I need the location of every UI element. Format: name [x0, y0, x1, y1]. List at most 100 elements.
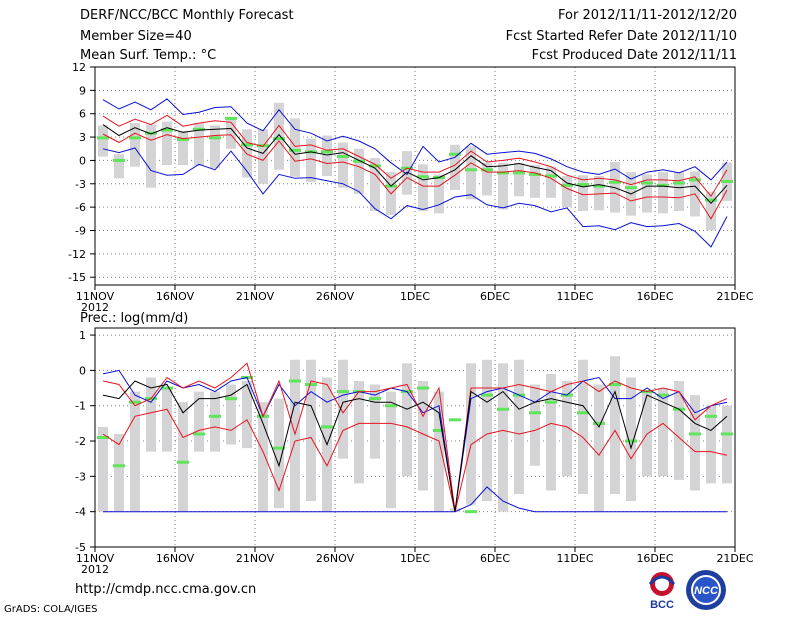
temp-median-mark-29 — [561, 183, 573, 187]
temp-range-box-2 — [130, 123, 140, 167]
prec-median-mark-35 — [657, 393, 669, 397]
temp-median-mark-11 — [273, 137, 285, 141]
temp-median-mark-14 — [321, 150, 333, 154]
prec-range-box-24 — [482, 359, 492, 502]
prec-median-mark-24 — [481, 393, 493, 397]
prec-median-mark-0 — [97, 436, 109, 439]
prec-variable-label: Prec.: log(mm/d) — [80, 311, 188, 326]
prec-range-box-27 — [530, 384, 540, 466]
temp-upper-line — [102, 114, 728, 198]
prec-median-mark-21 — [433, 428, 445, 432]
prec-median-mark-12 — [289, 379, 301, 383]
temp-range-box-17 — [370, 158, 380, 212]
prec-median-mark-4 — [161, 386, 173, 390]
source-url-link[interactable]: http://cmdp.ncc.cma.gov.cn — [75, 582, 257, 597]
temp-range-box-4 — [162, 121, 172, 166]
prec-ytick-label-6: -5 — [75, 541, 86, 554]
temp-range-box-8 — [226, 117, 236, 149]
temp-range-box-27 — [530, 165, 540, 198]
temp-ytick-label-6: -6 — [75, 201, 86, 214]
prec-range-box-12 — [290, 359, 300, 512]
prec-median-mark-2 — [129, 400, 141, 404]
prec-max-line — [102, 369, 728, 512]
grads-credit: GrADS: COLA/IGES — [4, 604, 98, 615]
temp-median-mark-16 — [353, 159, 365, 163]
prec-range-box-31 — [594, 384, 604, 512]
prec-median-mark-37 — [689, 432, 701, 436]
temp-ytick-label-4: 0 — [79, 154, 86, 167]
temp-median-mark-9 — [241, 143, 253, 147]
ncc-logo: NCC — [684, 568, 728, 612]
prec-median-mark-7 — [209, 414, 221, 418]
temp-xtick-label-0: 11NOV — [76, 290, 115, 303]
temp-median-mark-31 — [593, 184, 605, 188]
prec-range-box-1 — [114, 433, 124, 512]
prec-xtick-label-0: 11NOV — [76, 552, 115, 565]
temp-median-mark-12 — [289, 148, 301, 152]
temp-median-mark-38 — [705, 198, 717, 202]
prec-xtick-label-7: 16DEC — [636, 552, 673, 565]
prec-median-mark-25 — [497, 407, 509, 411]
prec-xtick-label-2: 21NOV — [236, 552, 275, 565]
temp-range-box-19 — [402, 151, 412, 195]
prec-xtick-label-1: 16NOV — [156, 552, 195, 565]
prec-range-box-29 — [562, 380, 572, 477]
prec-ytick-label-4: -3 — [75, 470, 86, 483]
prec-range-box-33 — [626, 377, 636, 502]
prec-median-mark-27 — [529, 411, 541, 415]
temp-median-mark-35 — [657, 183, 669, 187]
temp-range-box-7 — [210, 125, 220, 169]
prec-range-box-17 — [370, 384, 380, 459]
chart-title: DERF/NCC/BCC Monthly Forecast — [80, 8, 294, 23]
prec-range-box-6 — [194, 391, 204, 452]
prec-median-mark-28 — [545, 400, 557, 404]
temp-range-box-13 — [306, 138, 316, 183]
prec-range-box-0 — [98, 426, 108, 512]
prec-median-mark-20 — [417, 386, 429, 390]
prec-median-mark-8 — [225, 397, 237, 401]
temp-median-mark-1 — [113, 158, 125, 162]
prec-ytick-label-2: -1 — [75, 400, 86, 413]
temp-ytick-label-2: 6 — [79, 108, 86, 121]
temp-range-box-16 — [354, 148, 364, 194]
temp-range-box-35 — [658, 172, 668, 214]
temp-range-box-1 — [114, 154, 124, 179]
temp-range-box-29 — [562, 176, 572, 208]
temp-range-box-14 — [322, 135, 332, 176]
temp-ytick-label-3: 3 — [79, 131, 86, 144]
prec-range-box-3 — [146, 377, 156, 452]
prec-median-mark-38 — [705, 414, 717, 418]
temp-range-box-11 — [274, 102, 284, 170]
temp-median-mark-32 — [609, 180, 621, 184]
prec-ytick-label-0: 1 — [79, 329, 86, 342]
prec-median-mark-18 — [385, 404, 397, 408]
temp-range-box-12 — [290, 118, 300, 177]
temp-range-box-23 — [466, 146, 476, 200]
temp-median-mark-4 — [161, 128, 173, 132]
prec-min-line — [103, 486, 727, 513]
prec-range-box-32 — [610, 356, 620, 495]
temp-lower-line — [102, 132, 728, 220]
temp-range-box-36 — [674, 172, 684, 212]
temp-range-box-6 — [194, 123, 204, 166]
temp-median-mark-30 — [577, 183, 589, 187]
temp-range-box-24 — [482, 162, 492, 196]
prec-median-mark-22 — [449, 418, 461, 422]
prec-range-box-13 — [306, 359, 316, 502]
prec-ytick-label-1: 0 — [79, 364, 86, 377]
temp-ytick-label-5: -3 — [75, 178, 86, 191]
prec-range-box-15 — [338, 359, 348, 459]
prec-range-box-19 — [402, 363, 412, 477]
temp-xtick-label-3: 26NOV — [316, 290, 355, 303]
temp-range-box-34 — [642, 174, 652, 213]
temp-range-box-21 — [434, 174, 444, 214]
prec-range-box-20 — [418, 380, 428, 491]
temp-median-mark-6 — [193, 127, 205, 131]
temp-xtick-label-1: 16NOV — [156, 290, 195, 303]
prec-median-mark-14 — [321, 425, 333, 429]
temp-ytick-label-7: -9 — [75, 225, 86, 238]
prec-range-box-30 — [578, 359, 588, 495]
